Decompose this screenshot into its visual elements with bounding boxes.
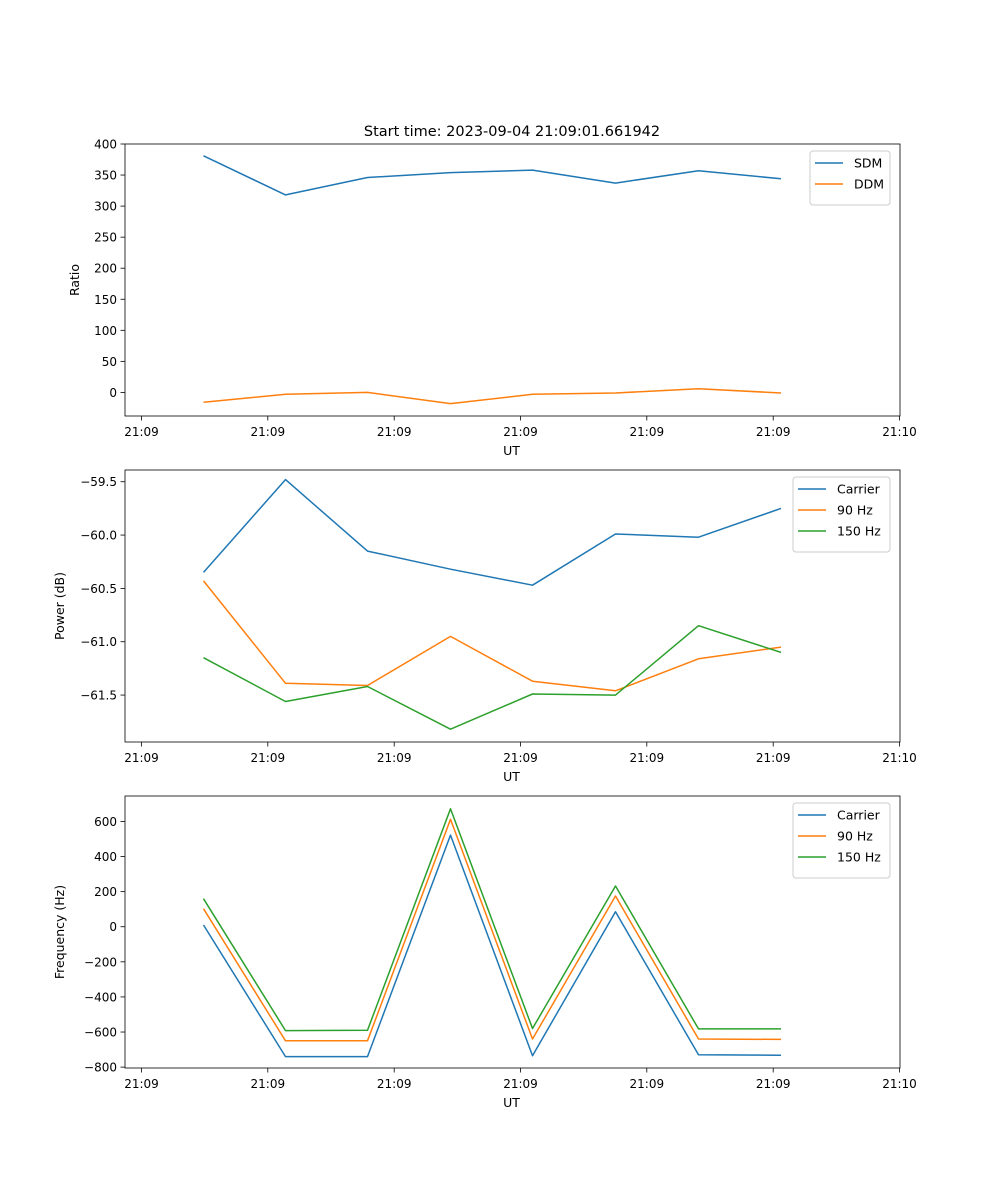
legend-box	[809, 150, 891, 206]
x-tick-label: 21:10	[882, 1077, 917, 1091]
series-line-150-hz	[202, 808, 781, 1032]
x-tick-label: 21:09	[756, 751, 791, 765]
legend-label: 90 Hz	[837, 503, 873, 518]
x-tick-label: 21:09	[503, 751, 538, 765]
series-line-ddm	[203, 387, 782, 405]
x-tick-label: 21:09	[251, 425, 286, 439]
y-tick-label: 150	[94, 293, 117, 307]
legend-label: Carrier	[837, 482, 881, 497]
x-tick-label: 21:09	[756, 425, 791, 439]
y-tick-label: 200	[94, 262, 117, 276]
y-tick-label: 0	[109, 920, 117, 934]
legend-label: 150 Hz	[837, 850, 881, 865]
x-tick-label: 21:10	[882, 425, 917, 439]
series-line-90-hz	[202, 818, 782, 1042]
legend: SDM DDM	[809, 150, 891, 206]
y-tick-label: −61.0	[80, 635, 117, 649]
chart-panel-2: 21:09 21:09 21:09 21:09 21:09 21:09 21:10 −61.5…	[52, 469, 917, 784]
series-line-carrier	[202, 834, 782, 1058]
x-tick-label: 21:09	[630, 1077, 665, 1091]
legend-label: SDM	[854, 156, 882, 171]
y-tick-label: −400	[84, 990, 117, 1004]
x-tick-label: 21:09	[377, 425, 412, 439]
y-tick-label: 400	[94, 850, 117, 864]
x-axis-label: UT	[503, 1095, 520, 1110]
y-tick-label: −61.5	[80, 689, 117, 703]
y-tick-label: −800	[84, 1061, 117, 1075]
chart-panel-1: 21:09 21:09 21:09 21:09 21:09 21:09 21:10 0 50 10…	[67, 138, 917, 459]
y-tick-label: −600	[84, 1026, 117, 1040]
y-axis-label: Ratio	[67, 264, 82, 296]
y-tick-label: 300	[94, 200, 117, 214]
y-axis-label: Frequency (Hz)	[52, 885, 67, 979]
x-tick-label: 21:09	[756, 1077, 791, 1091]
y-tick-label: 600	[94, 815, 117, 829]
x-axis-label: UT	[503, 769, 520, 784]
x-tick-label: 21:10	[882, 751, 917, 765]
legend-label: Carrier	[837, 808, 881, 823]
chart-panel-3: 21:09 21:09 21:09 21:09 21:09 21:09 21:10 −800 −…	[52, 795, 917, 1110]
axes-frame	[124, 143, 901, 417]
x-axis-label: UT	[503, 443, 520, 458]
x-tick-label: 21:09	[251, 751, 286, 765]
x-tick-label: 21:09	[377, 1077, 412, 1091]
series-line-90-hz	[202, 580, 782, 692]
y-tick-label: −60.0	[80, 529, 117, 543]
x-tick-label: 21:09	[124, 425, 159, 439]
y-tick-label: 100	[94, 324, 117, 338]
legend: Carrier 90 Hz 150 Hz	[792, 476, 891, 553]
series-line-sdm	[203, 155, 782, 196]
series-line-150-hz	[203, 624, 782, 730]
y-tick-label: 350	[94, 169, 117, 183]
legend: Carrier 90 Hz 150 Hz	[792, 802, 891, 879]
y-tick-label: 200	[94, 885, 117, 899]
y-tick-label: −59.5	[80, 475, 117, 489]
y-axis-label: Power (dB)	[52, 572, 67, 640]
y-tick-label: 50	[102, 355, 117, 369]
series-line-carrier	[202, 478, 782, 586]
y-tick-label: 400	[94, 138, 117, 152]
legend-label: 90 Hz	[837, 829, 873, 844]
x-tick-label: 21:09	[377, 751, 412, 765]
x-tick-label: 21:09	[630, 425, 665, 439]
axes-frame	[124, 795, 901, 1069]
x-tick-label: 21:09	[124, 1077, 159, 1091]
figure-title: Start time: 2023-09-04 21:09:01.661942	[364, 124, 660, 140]
y-tick-label: −60.5	[80, 582, 117, 596]
legend-label: 150 Hz	[837, 524, 881, 539]
x-tick-label: 21:09	[503, 1077, 538, 1091]
x-tick-label: 21:09	[503, 425, 538, 439]
charts-group: 21:09 21:09 21:09 21:09 21:09 21:09 21:10 0 50 10…	[52, 138, 917, 1111]
y-tick-label: −200	[84, 955, 117, 969]
x-tick-label: 21:09	[251, 1077, 286, 1091]
legend-box	[792, 476, 891, 553]
y-tick-label: 0	[109, 386, 117, 400]
legend-label: DDM	[854, 177, 884, 192]
axes-frame	[124, 469, 901, 743]
legend-box	[792, 802, 891, 879]
y-tick-label: 250	[94, 231, 117, 245]
x-tick-label: 21:09	[630, 751, 665, 765]
x-tick-label: 21:09	[124, 751, 159, 765]
